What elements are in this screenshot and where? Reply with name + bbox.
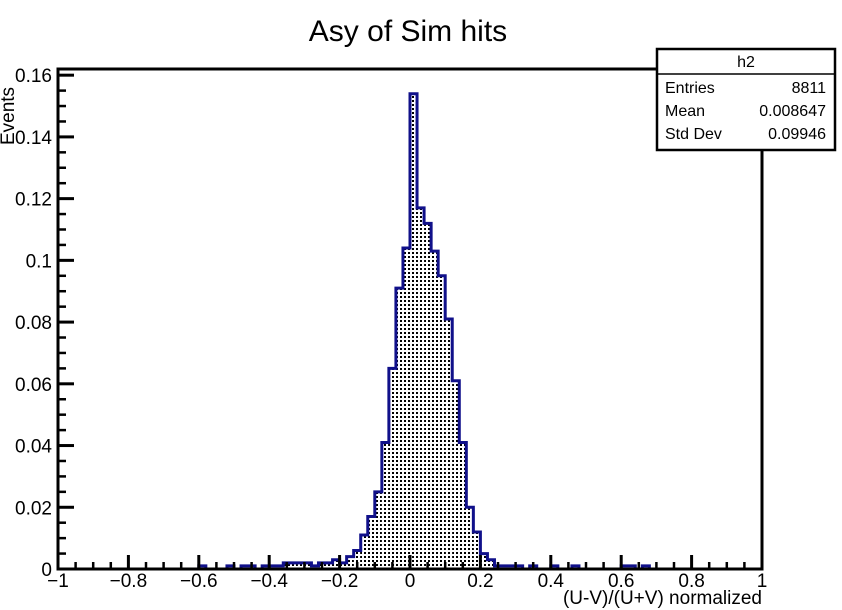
x-axis-ticks: −1 −0.8 −0.6 −0.4 −0.2 0 0.2 0.4 0.6 0.8 1 bbox=[47, 555, 767, 592]
y-tick-label: 0.08 bbox=[15, 313, 52, 334]
histogram-bin bbox=[431, 251, 439, 570]
histogram-bin bbox=[571, 565, 579, 569]
histogram-bars bbox=[198, 93, 650, 570]
stats-box-frame bbox=[655, 47, 837, 152]
histogram-bin bbox=[438, 275, 446, 569]
histogram-bin bbox=[501, 565, 509, 569]
histogram-bin bbox=[262, 565, 270, 569]
y-axis-ticks: 0 0.02 0.04 0.06 0.08 0.1 0.12 0.14 0.16 bbox=[15, 66, 74, 581]
x-tick-label: 0.8 bbox=[678, 571, 704, 592]
histogram-bin bbox=[508, 565, 516, 569]
histogram-bin bbox=[325, 562, 333, 569]
histogram-bin bbox=[198, 565, 206, 569]
histogram-bin bbox=[360, 535, 368, 569]
x-tick-label: 0.4 bbox=[538, 571, 565, 592]
histogram-bin bbox=[628, 565, 636, 569]
histogram-bin bbox=[241, 565, 249, 569]
x-tick-label: −0.4 bbox=[250, 571, 288, 592]
stats-box: h2 Entries 8811 Mean 0.008647 Std Dev 0.… bbox=[655, 47, 837, 152]
y-axis-label: Events bbox=[0, 87, 19, 145]
stat-stddev-label: Std Dev bbox=[665, 126, 722, 143]
y-tick-label: 0.12 bbox=[15, 190, 52, 211]
histogram-bin bbox=[381, 442, 389, 569]
y-tick-label: 0 bbox=[41, 560, 52, 581]
histogram-bin bbox=[311, 565, 319, 569]
histogram-bin bbox=[332, 559, 340, 569]
stat-entries-label: Entries bbox=[665, 80, 715, 97]
stat-stddev-value: 0.09946 bbox=[768, 126, 826, 143]
histogram-bin bbox=[424, 223, 432, 569]
plot-frame bbox=[56, 67, 764, 571]
histogram-bin bbox=[410, 93, 418, 570]
histogram-bin bbox=[367, 516, 375, 569]
histogram-bin bbox=[346, 556, 354, 569]
histogram-bin bbox=[339, 562, 347, 569]
y-tick-label: 0.04 bbox=[15, 437, 52, 458]
histogram-bin bbox=[459, 442, 467, 569]
histogram-bin bbox=[226, 565, 234, 569]
histogram-bin bbox=[487, 559, 495, 569]
histogram-bin bbox=[388, 368, 396, 569]
y-tick-label: 0.1 bbox=[26, 251, 52, 272]
histogram-bin bbox=[269, 565, 277, 569]
stat-entries-value: 8811 bbox=[792, 80, 827, 97]
histogram-bin bbox=[621, 565, 629, 569]
histogram-bin bbox=[417, 207, 425, 569]
histogram-bin bbox=[642, 565, 650, 569]
histogram-bin bbox=[515, 565, 523, 569]
histogram-bin bbox=[445, 319, 453, 569]
histogram-bin bbox=[473, 531, 481, 569]
histogram-bin bbox=[353, 550, 361, 569]
y-tick-label: 0.06 bbox=[15, 375, 52, 396]
x-tick-label: −1 bbox=[47, 571, 69, 592]
histogram-bin bbox=[304, 562, 312, 569]
histogram-bin bbox=[290, 562, 298, 569]
x-tick-label: −0.6 bbox=[180, 571, 218, 592]
histogram-bin bbox=[452, 380, 460, 569]
x-tick-label: 1 bbox=[757, 571, 768, 592]
x-axis-label: (U-V)/(U+V) normalized bbox=[563, 588, 762, 609]
x-tick-label: 0.6 bbox=[608, 571, 634, 592]
y-tick-label: 0.14 bbox=[15, 128, 52, 149]
histogram-bin bbox=[480, 553, 488, 569]
stat-mean-label: Mean bbox=[665, 103, 705, 120]
histogram-bin bbox=[276, 565, 284, 569]
x-tick-label: 0 bbox=[405, 571, 416, 592]
x-tick-label: −0.2 bbox=[321, 571, 359, 592]
histogram-bin bbox=[402, 248, 410, 570]
histogram-bin bbox=[550, 565, 558, 569]
x-tick-label: −0.8 bbox=[110, 571, 148, 592]
histogram-bin bbox=[466, 507, 474, 569]
histogram-bin bbox=[297, 562, 305, 569]
chart-title: Asy of Sim hits bbox=[309, 15, 507, 48]
y-tick-label: 0.16 bbox=[15, 66, 52, 87]
stats-box-title: h2 bbox=[737, 54, 755, 71]
histogram-bin bbox=[395, 288, 403, 569]
x-tick-label: 0.2 bbox=[467, 571, 493, 592]
y-tick-label: 0.02 bbox=[15, 498, 52, 519]
stat-mean-value: 0.008647 bbox=[759, 103, 826, 120]
histogram-bin bbox=[374, 491, 382, 569]
